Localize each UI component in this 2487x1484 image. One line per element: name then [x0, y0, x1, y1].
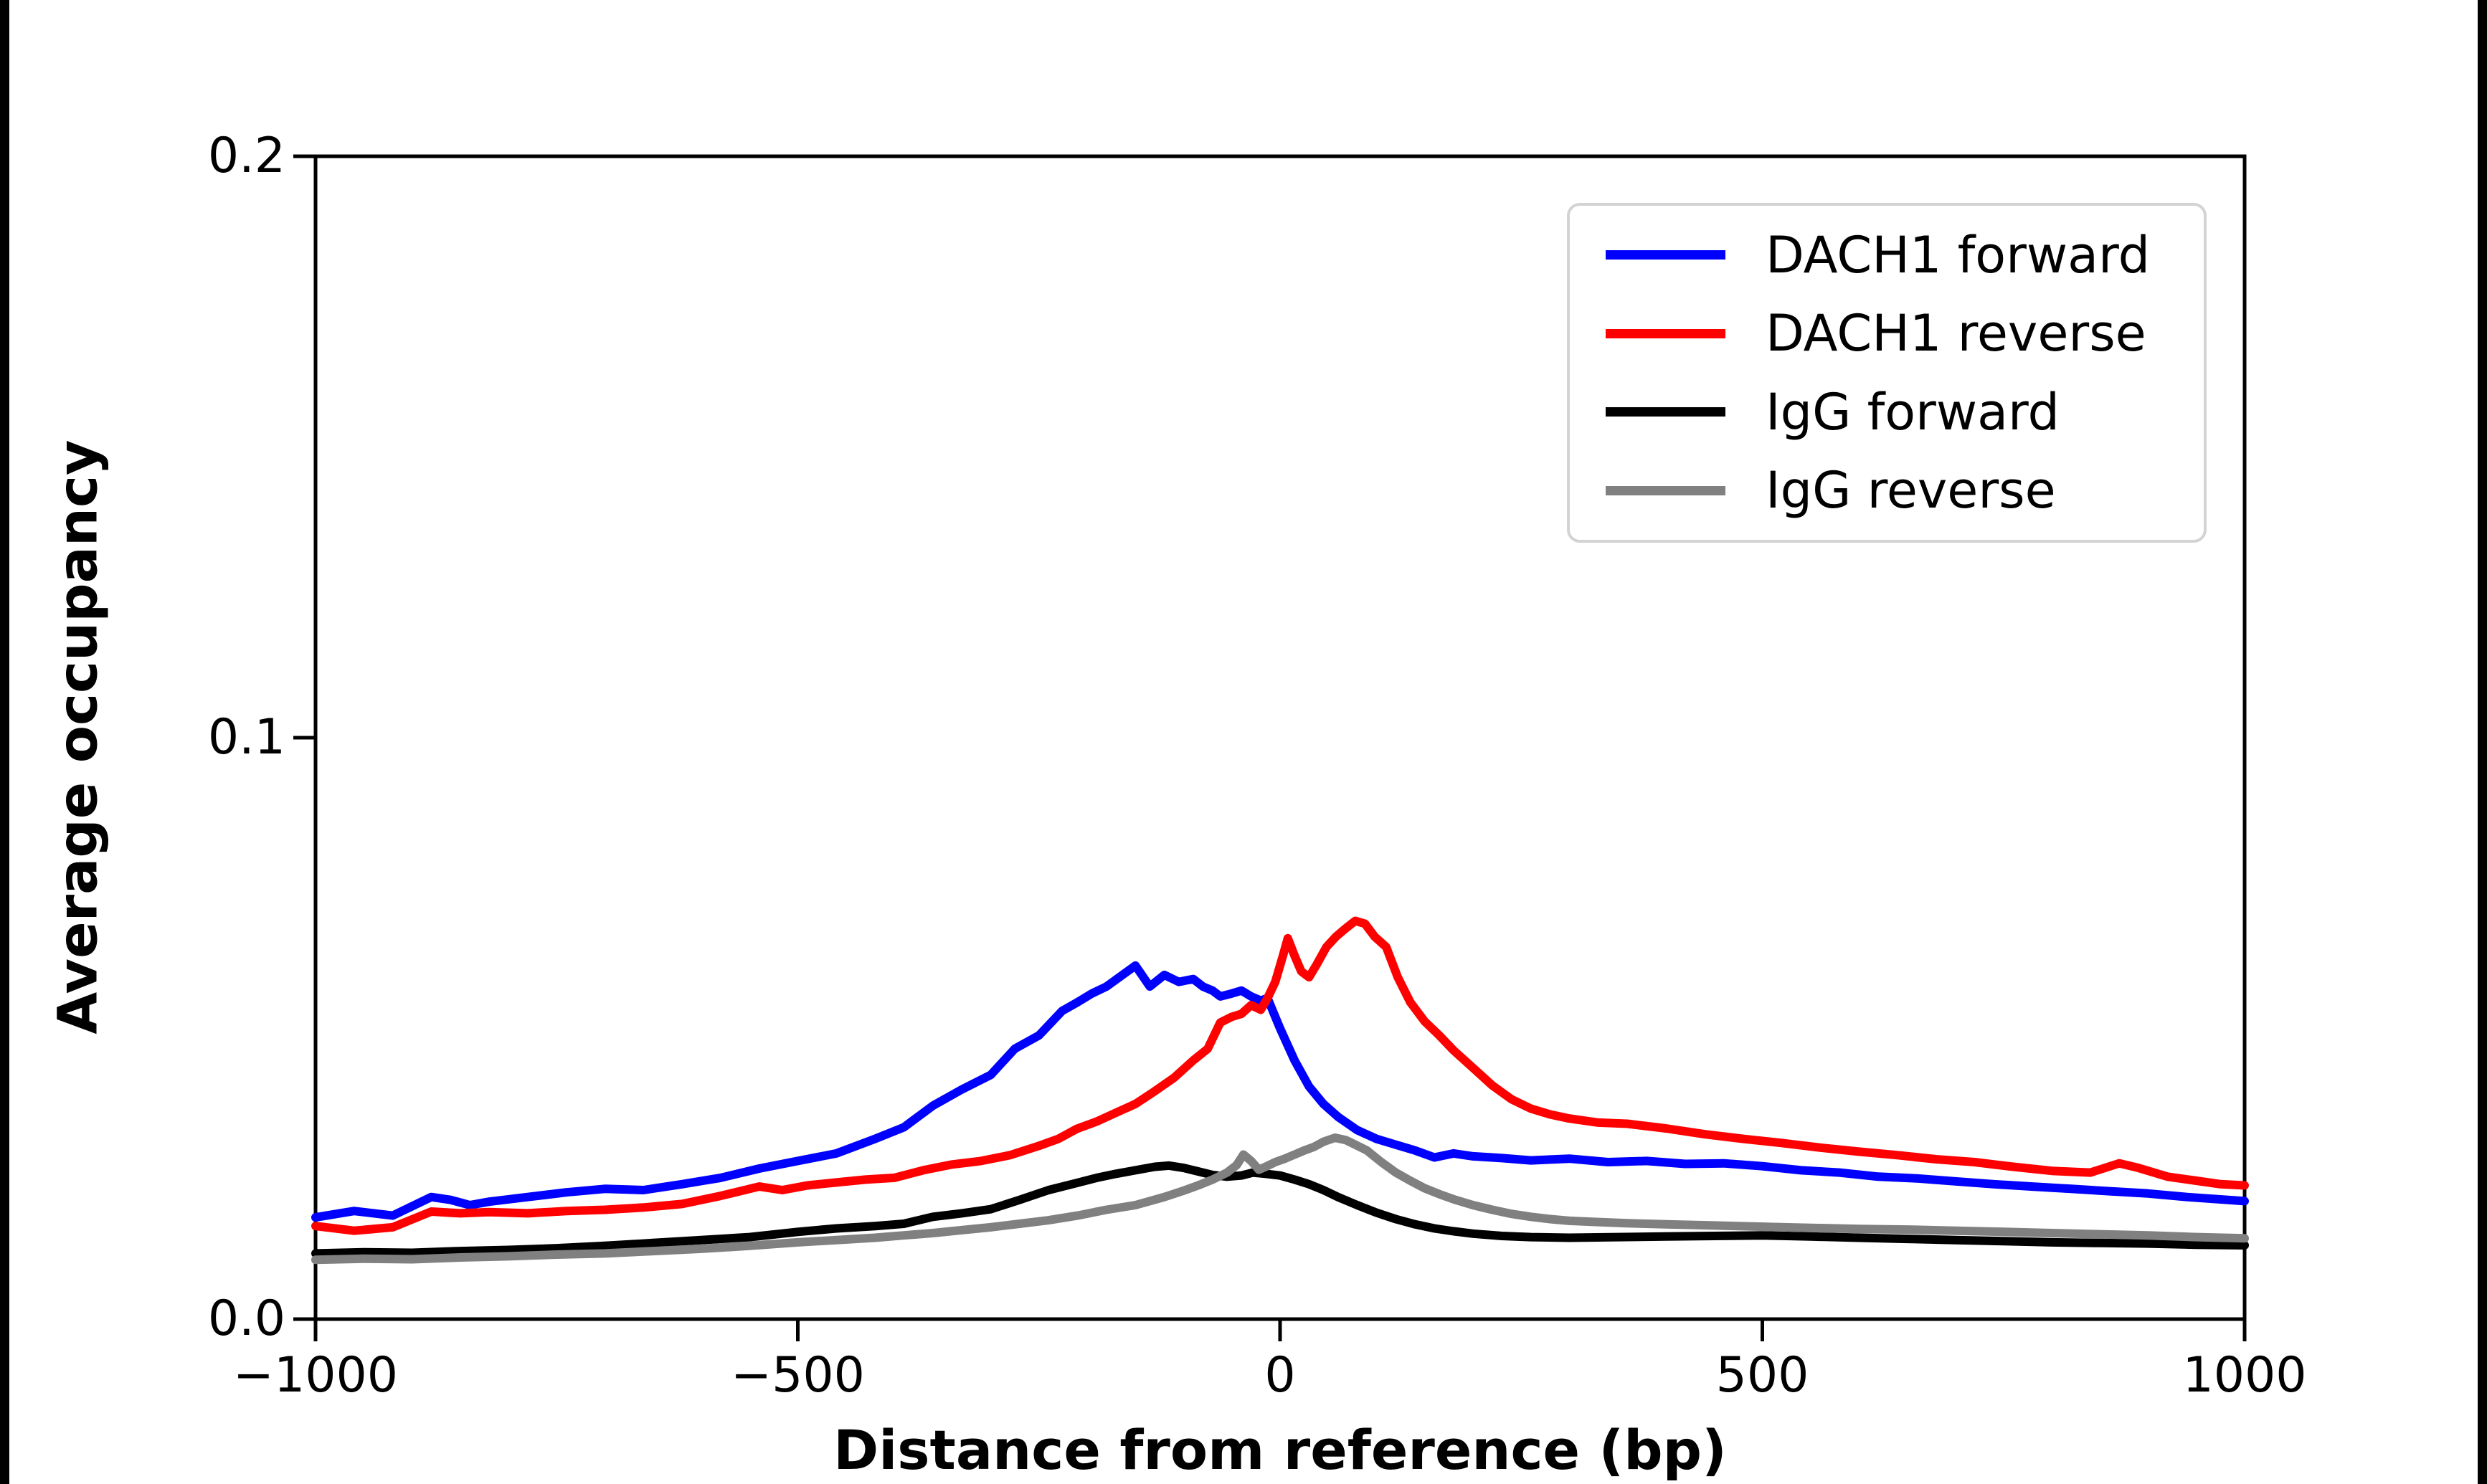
legend-item-label: IgG reverse — [1766, 461, 2056, 520]
series-line-dach1-reverse — [311, 916, 2249, 1235]
x-tick-label: 500 — [1715, 1347, 1809, 1404]
legend-item: IgG forward — [1570, 375, 2204, 450]
y-tick-label: 0.2 — [207, 128, 285, 184]
series-line-dach1-forward — [311, 961, 2249, 1222]
legend-item-label: DACH1 reverse — [1766, 304, 2146, 363]
legend-line-swatch — [1606, 250, 1725, 260]
axes-box — [313, 154, 2247, 1321]
x-tick-label: −1000 — [232, 1347, 399, 1404]
legend-item-label: IgG forward — [1766, 382, 2060, 442]
legend-line-swatch — [1606, 407, 1725, 417]
series-line-igg-reverse — [311, 1133, 2249, 1265]
x-tick-label: 0 — [1264, 1347, 1296, 1404]
left-border-bar — [0, 0, 9, 1484]
x-tick-label: −500 — [731, 1347, 865, 1404]
series-line-igg-forward — [311, 1161, 2249, 1258]
y-tick-label: 0.0 — [207, 1290, 285, 1347]
series-lines — [311, 916, 2249, 1265]
x-tick-label: 1000 — [2182, 1347, 2307, 1404]
x-axis-label: Distance from reference (bp) — [833, 1418, 1727, 1482]
legend-item-label: DACH1 forward — [1766, 225, 2151, 285]
legend-item: DACH1 forward — [1570, 218, 2204, 292]
legend-item: IgG reverse — [1570, 453, 2204, 528]
y-tick-label: 0.1 — [207, 709, 285, 766]
legend: DACH1 forward DACH1 reverse IgG forward IgG… — [1567, 203, 2207, 543]
legend-item: DACH1 reverse — [1570, 296, 2204, 371]
right-border-bar — [2478, 0, 2487, 1484]
tick-marks — [293, 154, 2247, 1341]
y-axis-label: Average occupancy — [45, 439, 110, 1034]
legend-line-swatch — [1606, 485, 1725, 495]
legend-line-swatch — [1606, 328, 1725, 338]
